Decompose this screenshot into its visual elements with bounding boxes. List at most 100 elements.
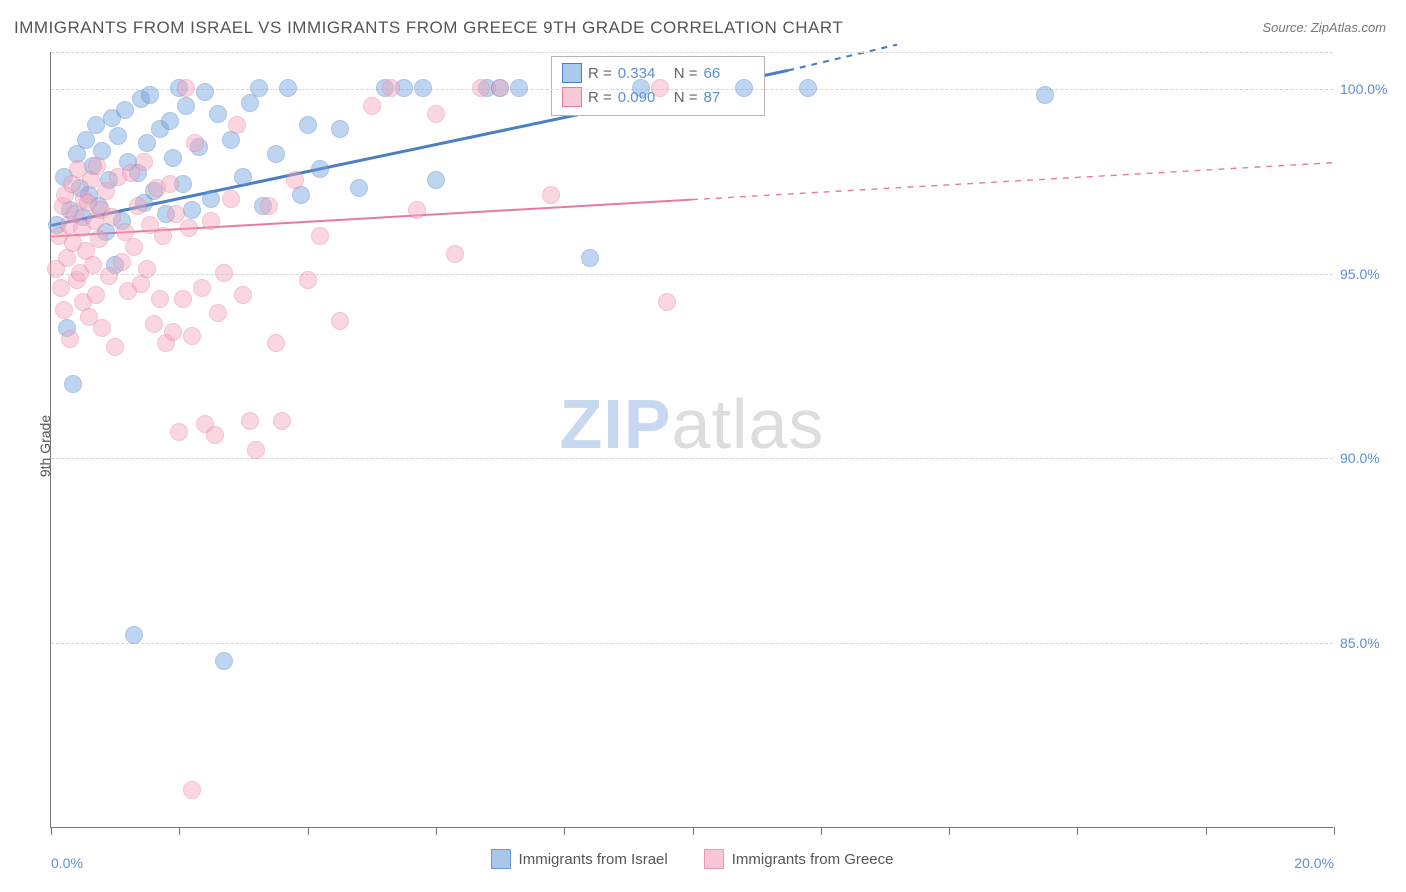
data-point xyxy=(247,441,265,459)
data-point xyxy=(84,256,102,274)
data-point xyxy=(90,230,108,248)
data-point xyxy=(93,319,111,337)
data-point xyxy=(113,253,131,271)
data-point xyxy=(145,315,163,333)
data-point xyxy=(180,219,198,237)
data-point xyxy=(427,105,445,123)
x-tick-label: 0.0% xyxy=(51,855,83,871)
data-point xyxy=(209,105,227,123)
data-point xyxy=(267,334,285,352)
data-point xyxy=(183,781,201,799)
data-point xyxy=(125,238,143,256)
data-point xyxy=(164,323,182,341)
data-point xyxy=(177,97,195,115)
data-point xyxy=(331,120,349,138)
data-point xyxy=(542,186,560,204)
n-label: N = xyxy=(674,89,698,106)
data-point xyxy=(116,101,134,119)
data-point xyxy=(299,116,317,134)
data-point xyxy=(331,312,349,330)
data-point xyxy=(491,79,509,97)
data-point xyxy=(64,375,82,393)
data-point xyxy=(408,201,426,219)
data-point xyxy=(350,179,368,197)
data-point xyxy=(311,160,329,178)
data-point xyxy=(193,279,211,297)
data-point xyxy=(273,412,291,430)
x-tick xyxy=(693,827,694,835)
data-point xyxy=(215,264,233,282)
gridline xyxy=(51,643,1333,644)
plot-area: ZIPatlas R =0.334N =66R =0.090N =87 Immi… xyxy=(50,52,1333,828)
trend-line-extrapolated xyxy=(692,163,1333,200)
data-point xyxy=(177,79,195,97)
data-point xyxy=(167,205,185,223)
y-tick-label: 95.0% xyxy=(1340,266,1395,282)
data-point xyxy=(260,197,278,215)
gridline xyxy=(51,52,1333,53)
data-point xyxy=(87,286,105,304)
legend-label: Immigrants from Greece xyxy=(732,851,894,868)
bottom-legend-item: Immigrants from Israel xyxy=(491,849,668,869)
data-point xyxy=(228,116,246,134)
gridline xyxy=(51,89,1333,90)
data-point xyxy=(510,79,528,97)
r-label: R = xyxy=(588,89,612,106)
data-point xyxy=(363,97,381,115)
data-point xyxy=(106,338,124,356)
data-point xyxy=(799,79,817,97)
data-point xyxy=(164,149,182,167)
data-point xyxy=(427,171,445,189)
x-tick xyxy=(1077,827,1078,835)
data-point xyxy=(215,652,233,670)
data-point xyxy=(234,286,252,304)
y-tick-label: 90.0% xyxy=(1340,450,1395,466)
data-point xyxy=(222,190,240,208)
data-point xyxy=(1036,86,1054,104)
x-tick xyxy=(179,827,180,835)
data-point xyxy=(61,330,79,348)
data-point xyxy=(299,271,317,289)
r-label: R = xyxy=(588,65,612,82)
data-point xyxy=(103,208,121,226)
data-point xyxy=(658,293,676,311)
data-point xyxy=(135,153,153,171)
data-point xyxy=(735,79,753,97)
data-point xyxy=(88,157,106,175)
data-point xyxy=(209,304,227,322)
x-tick xyxy=(308,827,309,835)
data-point xyxy=(632,79,650,97)
trend-line-extrapolated xyxy=(788,45,897,71)
legend-swatch xyxy=(562,63,582,83)
y-tick-label: 100.0% xyxy=(1340,81,1395,97)
data-point xyxy=(651,79,669,97)
data-point xyxy=(311,227,329,245)
gridline xyxy=(51,458,1333,459)
legend-swatch xyxy=(491,849,511,869)
data-point xyxy=(170,423,188,441)
x-tick-label: 20.0% xyxy=(1294,855,1334,871)
chart-source: Source: ZipAtlas.com xyxy=(1262,20,1386,35)
data-point xyxy=(151,290,169,308)
y-tick-label: 85.0% xyxy=(1340,635,1395,651)
data-point xyxy=(109,127,127,145)
data-point xyxy=(196,83,214,101)
data-point xyxy=(202,212,220,230)
data-point xyxy=(414,79,432,97)
legend-swatch xyxy=(704,849,724,869)
data-point xyxy=(161,175,179,193)
data-point xyxy=(97,182,115,200)
bottom-legend-item: Immigrants from Greece xyxy=(704,849,894,869)
data-point xyxy=(154,227,172,245)
data-point xyxy=(141,86,159,104)
data-point xyxy=(129,197,147,215)
legend-swatch xyxy=(562,87,582,107)
data-point xyxy=(174,290,192,308)
data-point xyxy=(138,260,156,278)
x-tick xyxy=(1334,827,1335,835)
data-point xyxy=(202,190,220,208)
data-point xyxy=(100,267,118,285)
data-point xyxy=(161,112,179,130)
chart-title: IMMIGRANTS FROM ISRAEL VS IMMIGRANTS FRO… xyxy=(14,18,843,38)
data-point xyxy=(250,79,268,97)
